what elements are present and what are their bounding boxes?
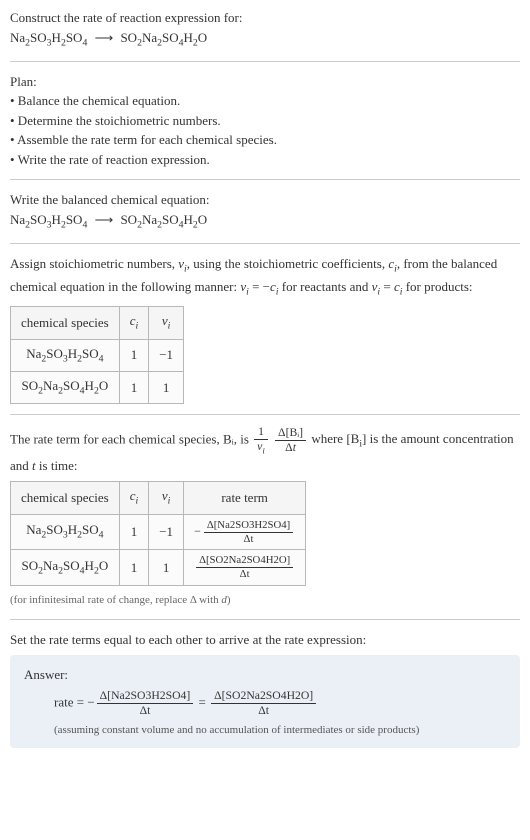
answer-label: Answer: — [24, 665, 506, 685]
cell-species: Na2SO3H2SO4 — [11, 514, 120, 550]
cell-v: −1 — [149, 339, 184, 371]
cell-c: 1 — [119, 371, 149, 403]
plan-item: • Assemble the rate term for each chemic… — [10, 130, 520, 150]
arrow-icon: ⟶ — [95, 210, 114, 230]
plan-title: Plan: — [10, 72, 520, 92]
table-row: chemical species ci νi — [11, 307, 184, 339]
rateterm-note: (for infinitesimal rate of change, repla… — [10, 592, 520, 609]
cell-species: Na2SO3H2SO4 — [11, 339, 120, 371]
col-rate: rate term — [184, 482, 306, 514]
rate-word: rate = − — [54, 694, 95, 709]
balanced-title: Write the balanced chemical equation: — [10, 190, 520, 210]
cell-v: 1 — [149, 371, 184, 403]
frac-den: Δt — [275, 441, 306, 455]
lhs-frac: Δ[Na2SO3H2SO4] Δt — [97, 689, 194, 718]
frac-num: Δ[Na2SO3H2SO4] — [97, 689, 194, 704]
frac-num: Δ[SO2Na2SO4H2O] — [196, 554, 293, 568]
divider — [10, 61, 520, 62]
table-row: chemical species ci νi rate term — [11, 482, 306, 514]
final-title: Set the rate terms equal to each other t… — [10, 630, 520, 650]
final-section: Set the rate terms equal to each other t… — [10, 630, 520, 749]
frac-den: νi — [254, 440, 268, 456]
rateterm-section: The rate term for each chemical species,… — [10, 425, 520, 609]
intro-product: SO2Na2SO4H2O — [120, 30, 207, 45]
intro-line1: Construct the rate of reaction expressio… — [10, 8, 520, 28]
frac-num: 1 — [254, 425, 268, 440]
answer-box: Answer: rate = − Δ[Na2SO3H2SO4] Δt = Δ[S… — [10, 655, 520, 748]
answer-assumption: (assuming constant volume and no accumul… — [54, 722, 506, 739]
cell-c: 1 — [119, 514, 149, 550]
frac-den: Δt — [196, 568, 293, 581]
col-v: νi — [149, 482, 184, 514]
divider — [10, 243, 520, 244]
balanced-equation: Na2SO3H2SO4 ⟶ SO2Na2SO4H2O — [10, 210, 520, 233]
col-species: chemical species — [11, 307, 120, 339]
divider — [10, 414, 520, 415]
stoich-table: chemical species ci νi Na2SO3H2SO4 1 −1 … — [10, 306, 184, 404]
balanced-product: SO2Na2SO4H2O — [120, 212, 207, 227]
col-c: ci — [119, 307, 149, 339]
table-row: Na2SO3H2SO4 1 −1 − Δ[Na2SO3H2SO4] Δt — [11, 514, 306, 550]
cell-rate: Δ[SO2Na2SO4H2O] Δt — [184, 550, 306, 586]
table-row: Na2SO3H2SO4 1 −1 — [11, 339, 184, 371]
frac-num: Δ[Na2SO3H2SO4] — [204, 519, 293, 533]
table-row: SO2Na2SO4H2O 1 1 Δ[SO2Na2SO4H2O] Δt — [11, 550, 306, 586]
balanced-section: Write the balanced chemical equation: Na… — [10, 190, 520, 233]
rateterm-para: The rate term for each chemical species,… — [10, 425, 520, 475]
plan-section: Plan: • Balance the chemical equation. •… — [10, 72, 520, 170]
divider — [10, 179, 520, 180]
frac-den: Δt — [204, 533, 293, 546]
neg-sign: − — [194, 524, 201, 538]
frac-dconc-dt: Δ[Bᵢ] Δt — [275, 426, 306, 455]
cell-c: 1 — [119, 339, 149, 371]
frac-one-over-nu: 1 νi — [254, 425, 268, 456]
stoich-para: Assign stoichiometric numbers, νi, using… — [10, 254, 520, 300]
col-species: chemical species — [11, 482, 120, 514]
intro-section: Construct the rate of reaction expressio… — [10, 8, 520, 51]
col-v: νi — [149, 307, 184, 339]
frac-den: Δt — [211, 704, 316, 718]
plan-item: • Write the rate of reaction expression. — [10, 150, 520, 170]
cell-v: 1 — [149, 550, 184, 586]
stoich-section: Assign stoichiometric numbers, νi, using… — [10, 254, 520, 404]
rateterm-table: chemical species ci νi rate term Na2SO3H… — [10, 481, 306, 586]
divider — [10, 619, 520, 620]
balanced-reactant: Na2SO3H2SO4 — [10, 212, 87, 227]
plan-item: • Determine the stoichiometric numbers. — [10, 111, 520, 131]
answer-equation: rate = − Δ[Na2SO3H2SO4] Δt = Δ[SO2Na2SO4… — [54, 689, 506, 718]
rateterm-para-a: The rate term for each chemical species,… — [10, 431, 252, 446]
cell-rate: − Δ[Na2SO3H2SO4] Δt — [184, 514, 306, 550]
cell-v: −1 — [149, 514, 184, 550]
cell-species: SO2Na2SO4H2O — [11, 371, 120, 403]
equals: = — [195, 694, 209, 709]
table-row: SO2Na2SO4H2O 1 1 — [11, 371, 184, 403]
cell-c: 1 — [119, 550, 149, 586]
col-c: ci — [119, 482, 149, 514]
arrow-icon: ⟶ — [95, 28, 114, 48]
frac-num: Δ[Bᵢ] — [275, 426, 306, 441]
rate-frac: Δ[Na2SO3H2SO4] Δt — [204, 519, 293, 546]
frac-den: Δt — [97, 704, 194, 718]
intro-reactant: Na2SO3H2SO4 — [10, 30, 87, 45]
plan-item: • Balance the chemical equation. — [10, 91, 520, 111]
frac-num: Δ[SO2Na2SO4H2O] — [211, 689, 316, 704]
rate-frac: Δ[SO2Na2SO4H2O] Δt — [196, 554, 293, 581]
rhs-frac: Δ[SO2Na2SO4H2O] Δt — [211, 689, 316, 718]
cell-species: SO2Na2SO4H2O — [11, 550, 120, 586]
intro-equation: Na2SO3H2SO4 ⟶ SO2Na2SO4H2O — [10, 28, 520, 51]
